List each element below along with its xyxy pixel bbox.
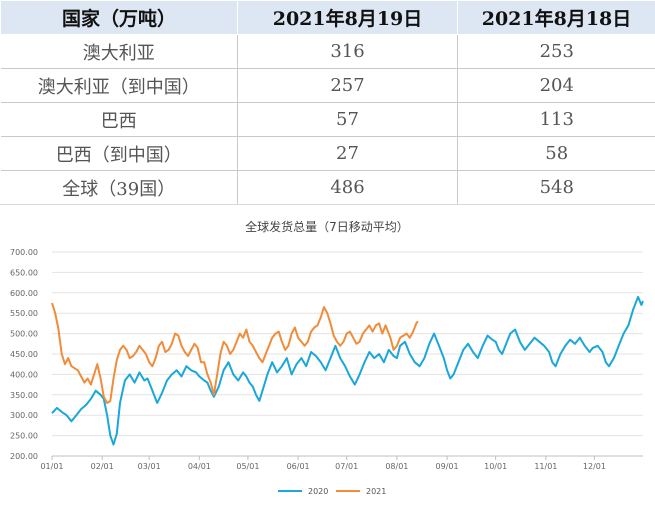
table-row: 全球（39国） 486 548 [1, 171, 655, 205]
x-tick-label: 06/01 [287, 462, 310, 471]
table-row: 巴西 57 113 [1, 103, 655, 137]
table-header-row: 国家（万吨） 2021年8月19日 2021年8月18日 [1, 1, 655, 35]
value-cell: 486 [238, 171, 458, 205]
x-tick-label: 11/01 [534, 462, 557, 471]
x-tick-label: 10/01 [484, 462, 507, 471]
x-tick-label: 02/01 [91, 462, 114, 471]
chart-title: 全球发货总量（7日移动平均） [245, 219, 409, 234]
x-tick-label: 04/01 [188, 462, 211, 471]
chart-svg: 全球发货总量（7日移动平均） 200.00 250.00 300.00 350.00 4… [0, 205, 655, 513]
x-axis: 01/01 02/01 03/01 04/01 05/01 06/01 07/01 08/01… [40, 456, 643, 471]
country-cell: 巴西（到中国） [1, 137, 238, 171]
table-row: 巴西（到中国） 27 58 [1, 137, 655, 171]
value-cell: 57 [238, 103, 458, 137]
y-tick-label: 550.00 [10, 309, 38, 318]
shipment-table: 国家（万吨） 2021年8月19日 2021年8月18日 澳大利亚 316 25… [0, 0, 655, 205]
value-cell: 58 [458, 137, 655, 171]
legend[interactable]: 2020 2021 [278, 487, 386, 496]
header-date-2: 2021年8月18日 [458, 1, 655, 35]
y-tick-label: 500.00 [10, 330, 38, 339]
value-cell: 257 [238, 69, 458, 103]
x-tick-label: 05/01 [236, 462, 259, 471]
series-layer [52, 297, 643, 445]
value-cell: 113 [458, 103, 655, 137]
x-tick-label: 03/01 [138, 462, 161, 471]
x-tick-label: 09/01 [436, 462, 459, 471]
y-tick-label: 600.00 [10, 289, 38, 298]
series-line-2021 [52, 303, 418, 403]
y-axis: 200.00 250.00 300.00 350.00 400.00 450.00 500.… [10, 248, 38, 461]
legend-label-2020[interactable]: 2020 [308, 487, 328, 496]
y-tick-label: 200.00 [10, 452, 38, 461]
country-cell: 全球（39国） [1, 171, 238, 205]
value-cell: 253 [458, 35, 655, 69]
header-date-1: 2021年8月19日 [238, 1, 458, 35]
country-cell: 巴西 [1, 103, 238, 137]
legend-label-2021[interactable]: 2021 [366, 487, 386, 496]
y-tick-label: 650.00 [10, 268, 38, 277]
header-country: 国家（万吨） [1, 1, 238, 35]
country-cell: 澳大利亚（到中国） [1, 69, 238, 103]
grid-layer [52, 252, 643, 456]
y-tick-label: 700.00 [10, 248, 38, 257]
x-tick-label: 12/01 [583, 462, 606, 471]
y-tick-label: 300.00 [10, 411, 38, 420]
y-tick-label: 250.00 [10, 432, 38, 441]
y-tick-label: 450.00 [10, 350, 38, 359]
shipment-chart: 全球发货总量（7日移动平均） 200.00 250.00 300.00 350.00 4… [0, 204, 655, 513]
x-tick-label: 08/01 [385, 462, 408, 471]
value-cell: 204 [458, 69, 655, 103]
x-tick-label: 07/01 [335, 462, 358, 471]
y-tick-label: 350.00 [10, 391, 38, 400]
table-row: 澳大利亚（到中国） 257 204 [1, 69, 655, 103]
x-tick-label: 01/01 [40, 462, 63, 471]
y-tick-label: 400.00 [10, 370, 38, 379]
value-cell: 548 [458, 171, 655, 205]
value-cell: 316 [238, 35, 458, 69]
table-row: 澳大利亚 316 253 [1, 35, 655, 69]
value-cell: 27 [238, 137, 458, 171]
series-line-2020 [52, 297, 643, 445]
country-cell: 澳大利亚 [1, 35, 238, 69]
